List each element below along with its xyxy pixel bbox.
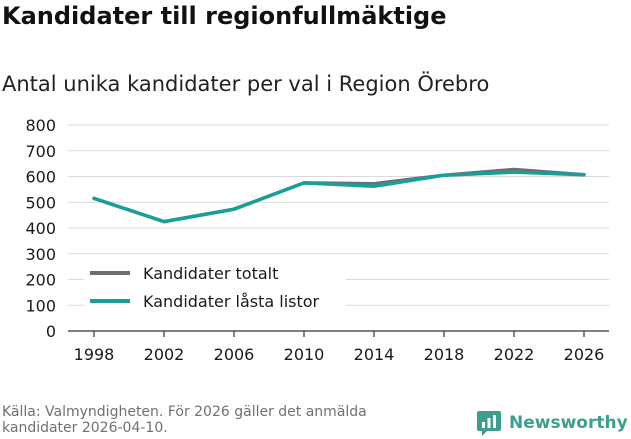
y-tick-label: 600 (25, 168, 56, 187)
x-tick-label: 2010 (284, 345, 325, 364)
x-tick-label: 2018 (424, 345, 465, 364)
chart-title: Kandidater till regionfullmäktige (2, 2, 447, 30)
source-note: Källa: Valmyndigheten. För 2026 gäller d… (2, 404, 367, 436)
y-tick-label: 400 (25, 219, 56, 238)
series-line-2 (92, 170, 586, 224)
y-tick-label: 500 (25, 193, 56, 212)
gridlines (68, 124, 609, 306)
x-tick-label: 2026 (564, 345, 605, 364)
x-tick-label: 1998 (74, 345, 115, 364)
y-tick-label: 800 (25, 116, 56, 135)
y-axis-ticks: 0 100 200 300 400 500 600 700 800 (25, 116, 56, 341)
brand-name: Newsworthy (509, 413, 628, 433)
x-tick-label: 2022 (494, 345, 535, 364)
series-line-1 (92, 167, 586, 224)
x-tick-label: 2006 (214, 345, 255, 364)
series-lines (92, 167, 586, 224)
y-tick-label: 100 (25, 296, 56, 315)
newsworthy-logo-icon (477, 411, 501, 436)
y-tick-label: 200 (25, 271, 56, 290)
x-tick-label: 2014 (354, 345, 395, 364)
y-tick-label: 700 (25, 142, 56, 161)
line-chart: 0 100 200 300 400 500 600 700 800 1998 2002 2006 20… (25, 116, 609, 364)
legend-label: Kandidater låsta listor (143, 292, 320, 311)
y-tick-label: 300 (25, 245, 56, 264)
chart-subtitle: Antal unika kandidater per val i Region … (2, 72, 490, 96)
x-tick-label: 2002 (144, 345, 185, 364)
y-tick-label: 0 (46, 322, 56, 341)
x-axis: 1998 2002 2006 2010 2014 2018 2022 2026 (68, 330, 609, 364)
brand-logo: Newsworthy (476, 408, 628, 438)
legend: Kandidater totalt Kandidater låsta listor (84, 261, 346, 321)
legend-label: Kandidater totalt (143, 264, 278, 283)
